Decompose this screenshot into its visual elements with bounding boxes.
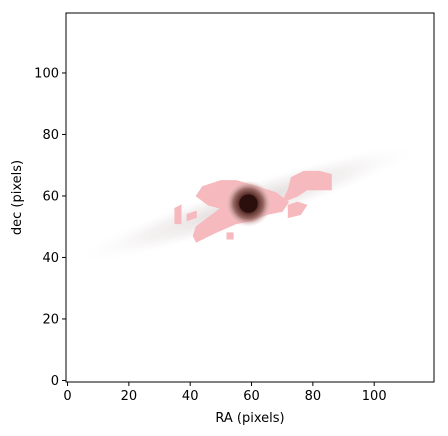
x-tick-label: 80 xyxy=(305,389,322,404)
plot-area xyxy=(66,13,434,382)
y-tick-label: 80 xyxy=(42,128,59,143)
y-axis-label: dec (pixels) xyxy=(10,160,25,235)
y-tick-label: 20 xyxy=(42,312,59,327)
x-tick-label: 0 xyxy=(63,389,71,404)
x-axis-ticks: 0 20 40 60 80 100 xyxy=(63,382,387,404)
y-tick-label: 60 xyxy=(42,189,59,204)
x-tick-label: 100 xyxy=(362,389,387,404)
core-layer xyxy=(225,180,272,227)
galaxy-core xyxy=(239,194,258,213)
x-tick-label: 20 xyxy=(121,389,138,404)
y-tick-label: 40 xyxy=(42,251,59,266)
mask-region-upper-right-blob xyxy=(281,170,332,204)
plot-frame xyxy=(65,12,435,383)
y-tick-label: 100 xyxy=(34,66,59,81)
mask-region-left-mid-speck xyxy=(186,210,197,222)
x-tick-label: 60 xyxy=(243,389,260,404)
x-tick-label: 40 xyxy=(182,389,199,404)
y-axis-ticks: 0 20 40 60 80 100 xyxy=(34,66,66,389)
x-axis-label: RA (pixels) xyxy=(215,411,284,426)
mask-region-lower-right-patch xyxy=(287,201,308,219)
mask-region-left-speck xyxy=(174,204,182,225)
y-tick-label: 0 xyxy=(51,374,59,389)
mask-region-lower-speck xyxy=(226,232,234,240)
